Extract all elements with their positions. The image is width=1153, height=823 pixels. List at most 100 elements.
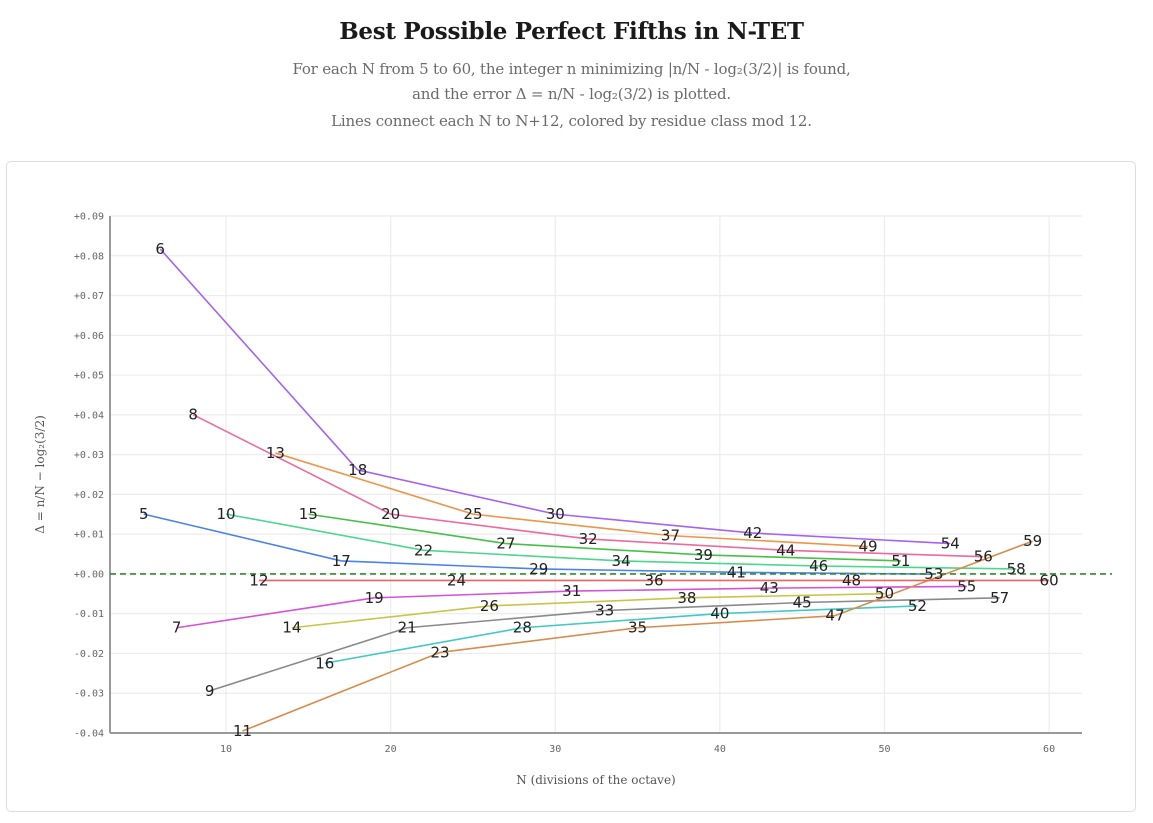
point-label-46: 46 [809, 557, 828, 575]
segment-16-to-28 [324, 626, 523, 665]
point-label-16: 16 [315, 654, 334, 672]
y-tick-label: +0.05 [74, 371, 104, 382]
point-label-18: 18 [348, 461, 367, 479]
y-tick-label: +0.09 [74, 212, 104, 223]
point-label-59: 59 [1023, 532, 1042, 550]
point-label-28: 28 [513, 619, 532, 637]
point-label-23: 23 [430, 643, 449, 661]
point-label-32: 32 [579, 530, 598, 548]
segment-15-to-27 [308, 513, 506, 545]
x-tick-label: 60 [1043, 744, 1055, 755]
y-tick-label: -0.03 [74, 689, 104, 700]
chart-title: Best Possible Perfect Fifths in N-TET [339, 18, 804, 45]
segment-13-to-25 [275, 452, 474, 515]
segment-42-to-54 [752, 532, 951, 545]
point-label-15: 15 [299, 505, 318, 523]
segment-30-to-42 [555, 513, 753, 534]
segment-17-to-29 [341, 560, 539, 570]
y-tick-label: +0.02 [74, 490, 104, 501]
point-label-31: 31 [562, 582, 581, 600]
point-label-22: 22 [414, 541, 433, 559]
point-label-53: 53 [924, 565, 943, 583]
point-label-49: 49 [858, 538, 877, 556]
segment-7-to-19 [176, 597, 375, 629]
point-label-35: 35 [628, 619, 647, 637]
segment-38-to-50 [686, 592, 885, 599]
segment-35-to-47 [637, 614, 836, 629]
point-label-44: 44 [776, 541, 795, 559]
point-label-39: 39 [694, 546, 713, 564]
x-tick-label: 10 [220, 744, 232, 755]
segment-21-to-33 [407, 609, 605, 629]
y-tick-label: +0.08 [74, 251, 104, 262]
point-labels: 5678910111213141516171819202122232425262… [139, 240, 1059, 740]
y-tick-label: +0.07 [74, 291, 104, 302]
segment-22-to-34 [423, 549, 622, 562]
point-label-26: 26 [480, 597, 499, 615]
point-label-43: 43 [760, 579, 779, 597]
point-label-12: 12 [249, 571, 268, 589]
point-label-41: 41 [727, 563, 746, 581]
axes: -0.04 -0.03 -0.02 -0.01 +0.00 +0.01 +0.02 +0.03… [74, 212, 1082, 755]
y-axis-title: Δ = n/N − log₂(3/2) [33, 415, 47, 534]
x-tick-label: 20 [385, 744, 397, 755]
y-tick-label: +0.06 [74, 331, 104, 342]
point-label-38: 38 [677, 589, 696, 607]
segment-44-to-56 [785, 549, 984, 558]
point-label-51: 51 [891, 552, 910, 570]
segment-20-to-32 [390, 513, 589, 540]
point-label-36: 36 [644, 571, 663, 589]
segment-40-to-52 [719, 605, 918, 615]
point-label-9: 9 [205, 682, 215, 700]
segment-33-to-45 [604, 601, 803, 612]
segment-5-to-17 [143, 513, 342, 562]
point-label-27: 27 [496, 535, 515, 553]
segment-45-to-57 [802, 597, 1000, 604]
segment-27-to-39 [505, 542, 704, 556]
chart-subtitle-line-2: and the error Δ = n/N - log₂(3/2) is plo… [412, 85, 731, 103]
point-label-11: 11 [233, 722, 252, 740]
y-tick-label: +0.00 [74, 569, 104, 580]
point-label-37: 37 [661, 527, 680, 545]
segment-32-to-44 [588, 538, 786, 552]
y-tick-label: -0.01 [74, 609, 104, 620]
y-tick-label: -0.04 [74, 729, 104, 740]
segment-29-to-41 [538, 568, 737, 574]
point-label-47: 47 [826, 607, 845, 625]
point-label-34: 34 [612, 552, 631, 570]
point-label-10: 10 [217, 505, 236, 523]
segment-37-to-49 [670, 534, 869, 548]
point-label-60: 60 [1040, 571, 1059, 589]
segment-10-to-22 [225, 513, 424, 552]
segment-8-to-20 [192, 413, 392, 515]
x-tick-label: 30 [549, 744, 561, 755]
point-label-17: 17 [332, 552, 351, 570]
point-label-54: 54 [941, 535, 960, 553]
point-label-56: 56 [974, 548, 993, 566]
segment-25-to-37 [472, 513, 671, 537]
point-label-40: 40 [710, 605, 729, 623]
chart-subtitle-line-1: For each N from 5 to 60, the integer n m… [292, 60, 851, 78]
segment-28-to-40 [522, 612, 720, 629]
segment-39-to-51 [703, 554, 901, 562]
segment-23-to-35 [439, 626, 638, 654]
point-label-19: 19 [365, 589, 384, 607]
point-label-42: 42 [743, 524, 762, 542]
gridlines [110, 215, 1082, 734]
segment-18-to-30 [357, 469, 556, 515]
segment-46-to-58 [818, 565, 1017, 570]
point-label-33: 33 [595, 602, 614, 620]
x-tick-label: 40 [714, 744, 726, 755]
point-label-8: 8 [188, 406, 198, 424]
segment-6-to-18 [159, 248, 359, 471]
point-label-6: 6 [155, 240, 165, 258]
segment-19-to-31 [374, 590, 572, 599]
segment-47-to-59 [834, 540, 1033, 617]
point-label-45: 45 [793, 593, 812, 611]
point-label-24: 24 [447, 571, 466, 589]
x-axis-title: N (divisions of the octave) [516, 773, 676, 787]
segment-34-to-46 [621, 560, 819, 567]
segment-31-to-43 [571, 587, 770, 592]
segment-26-to-38 [489, 597, 687, 607]
